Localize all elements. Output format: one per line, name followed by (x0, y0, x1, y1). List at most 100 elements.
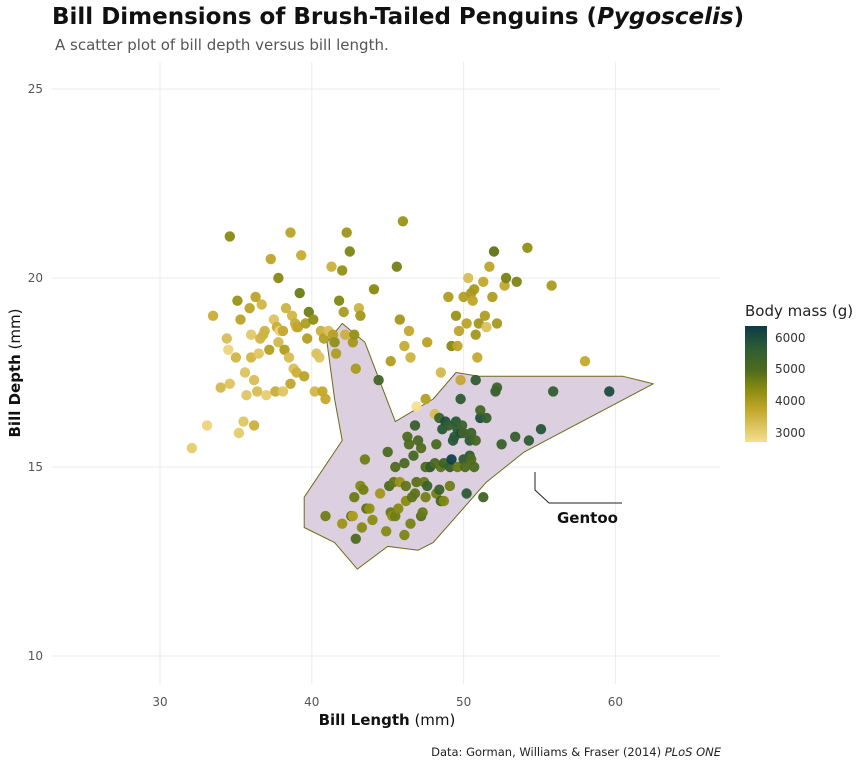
data-point (405, 518, 416, 529)
data-point (273, 272, 284, 284)
data-point (333, 295, 345, 306)
data-point (253, 348, 264, 359)
tick-labels: 30 40 50 60 10 15 20 25 (28, 82, 623, 709)
data-point (420, 492, 431, 503)
data-point (422, 337, 433, 348)
data-point (367, 514, 378, 526)
data-point (488, 246, 500, 257)
data-point (318, 333, 330, 344)
data-point (303, 306, 314, 318)
data-point (400, 480, 412, 492)
data-point (245, 329, 257, 340)
data-point (391, 261, 402, 272)
data-point (438, 495, 450, 507)
data-point (294, 287, 305, 299)
data-point (207, 310, 219, 321)
data-point (455, 393, 466, 405)
data-point (510, 431, 521, 442)
title-genus: Pygoscelis (597, 4, 734, 30)
x-tick-label: 60 (608, 695, 623, 709)
y-axis-title-bold: Bill Depth (6, 354, 24, 437)
data-point (399, 340, 410, 352)
data-point (487, 291, 498, 303)
x-tick-label: 50 (456, 695, 471, 709)
data-point (252, 386, 263, 397)
data-point (265, 253, 276, 265)
data-point (248, 420, 260, 431)
data-point (230, 352, 242, 363)
data-point (393, 503, 404, 514)
data-point (434, 484, 445, 495)
data-point (302, 333, 313, 344)
data-point (186, 442, 198, 454)
title-text: Bill Dimensions of Brush-Tailed Penguins… (52, 4, 598, 30)
data-point (511, 276, 522, 287)
data-point (435, 367, 446, 378)
data-point (475, 405, 486, 416)
data-point (329, 337, 340, 348)
data-point (233, 427, 245, 439)
data-point (394, 314, 405, 325)
data-point (548, 386, 559, 397)
data-point (340, 329, 351, 340)
data-point (330, 348, 342, 359)
data-point (469, 461, 480, 473)
data-point (385, 356, 396, 367)
data-point (280, 303, 292, 314)
caption-journal: PLoS ONE (664, 745, 721, 759)
x-axis-title-bold: Bill Length (319, 711, 410, 729)
data-point (491, 382, 503, 393)
y-tick-label: 20 (28, 271, 43, 285)
data-caption: Data: Gorman, Williams & Fraser (2014) P… (431, 745, 721, 759)
data-point (279, 344, 290, 355)
data-point (349, 492, 360, 503)
data-point (397, 216, 409, 227)
data-point (478, 276, 489, 287)
data-point (470, 374, 481, 386)
data-point (355, 310, 366, 321)
data-point (250, 291, 261, 303)
data-point (481, 412, 492, 424)
data-point (341, 227, 352, 238)
data-point (450, 310, 462, 321)
data-point (452, 340, 463, 352)
data-point (235, 314, 246, 325)
data-point (296, 250, 307, 261)
data-point (238, 416, 249, 427)
data-point (223, 344, 234, 355)
data-point (403, 439, 415, 450)
data-point (417, 507, 428, 518)
data-point (453, 325, 465, 337)
y-axis-title-unit: (mm) (6, 308, 24, 349)
data-point (500, 272, 512, 284)
data-point (399, 529, 410, 541)
x-tick-label: 30 (152, 695, 167, 709)
y-tick-label: 25 (28, 82, 43, 96)
data-point (277, 325, 289, 337)
legend-tick-4000: 4000 (775, 394, 806, 408)
data-point (320, 510, 331, 522)
data-point (256, 299, 267, 310)
data-point (461, 488, 472, 499)
data-point (461, 318, 472, 329)
data-point (215, 382, 226, 393)
data-point (409, 488, 421, 499)
y-tick-label: 15 (28, 460, 43, 474)
data-point (444, 480, 456, 492)
data-point (368, 284, 380, 295)
data-point (446, 454, 457, 465)
chart-subtitle: A scatter plot of bill depth versus bill… (55, 36, 389, 54)
data-point (350, 533, 361, 544)
data-point (408, 450, 419, 461)
data-point (309, 386, 320, 397)
data-point (338, 306, 349, 318)
data-point (579, 356, 591, 367)
data-point (224, 378, 235, 389)
data-point (535, 424, 547, 435)
data-point (239, 367, 251, 378)
data-point (405, 352, 416, 363)
data-point (496, 439, 507, 450)
legend-tick-6000: 6000 (775, 331, 806, 345)
data-point (411, 401, 422, 412)
